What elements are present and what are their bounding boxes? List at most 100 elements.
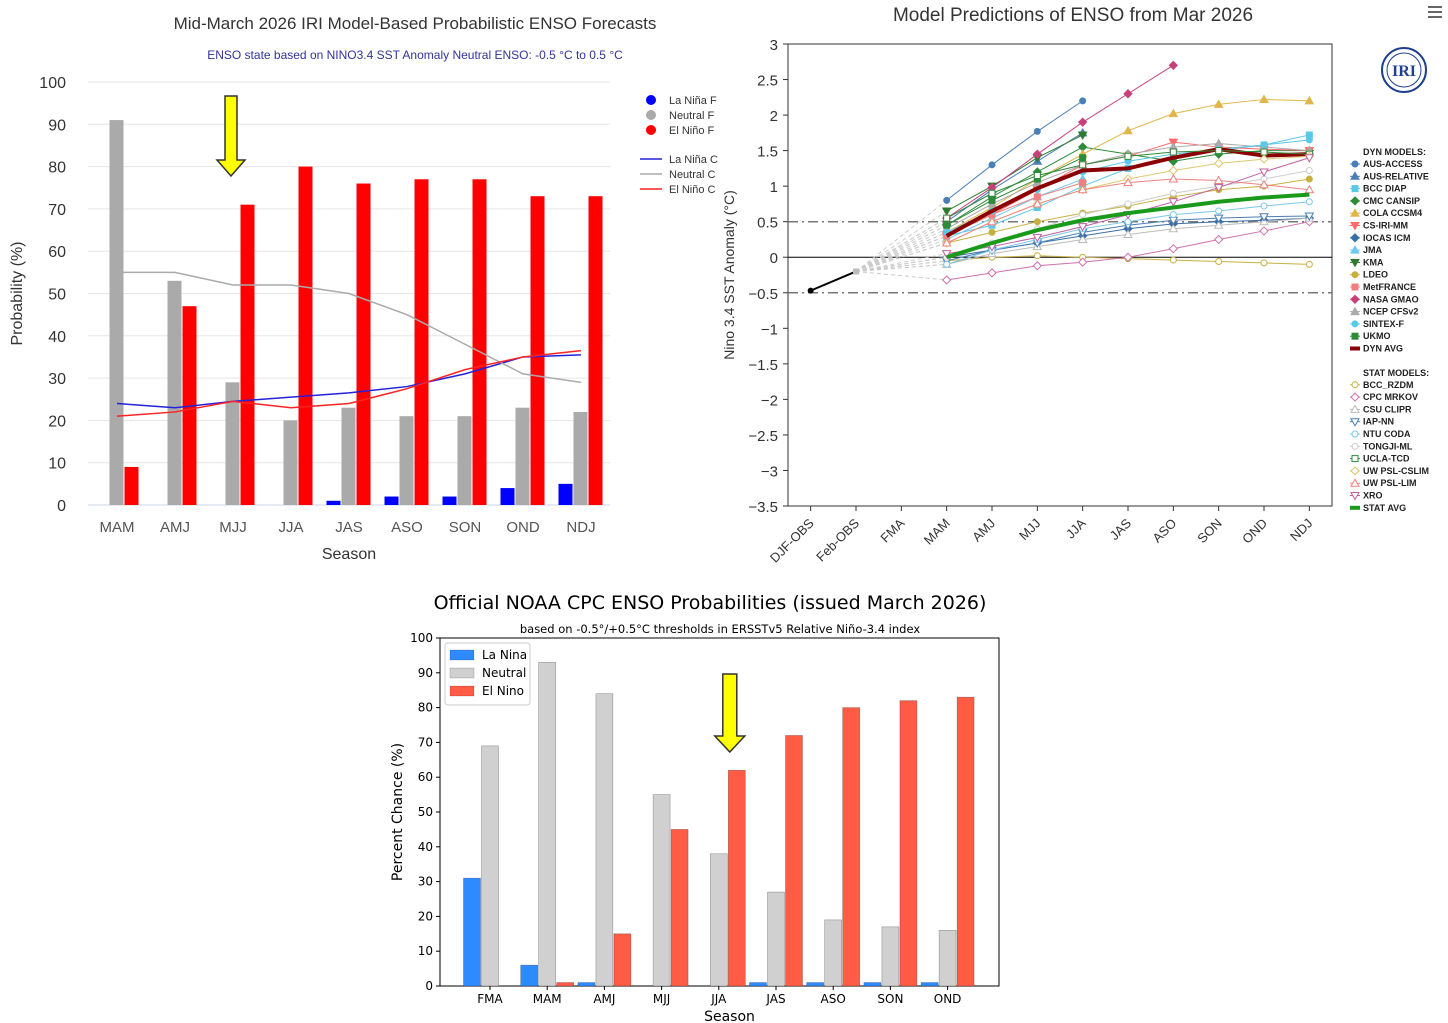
x-tick-label: ASO	[821, 992, 846, 1006]
bar-el-nino	[899, 700, 918, 987]
legend-label: STAT AVG	[1363, 503, 1406, 513]
x-tick-label: Feb-OBS	[813, 515, 862, 564]
series-point	[988, 196, 996, 204]
transition-dashed-line	[855, 263, 947, 272]
y-tick-label: 90	[418, 666, 433, 680]
series-point	[1215, 207, 1223, 215]
x-tick-label: MJJ	[219, 519, 247, 536]
legend-label: CS-IRI-MM	[1363, 221, 1408, 231]
transition-dashed-line	[855, 221, 947, 272]
observed-point	[853, 268, 859, 275]
series-point	[1124, 152, 1132, 160]
observed-line	[810, 270, 857, 292]
y-tick-label: 30	[418, 875, 433, 889]
x-tick-label: AMJ	[160, 519, 190, 536]
series-point	[1213, 220, 1224, 229]
y-tick-label: −1.5	[748, 357, 778, 374]
legend-marker	[1351, 320, 1359, 328]
x-axis-label: Season	[704, 1009, 755, 1023]
x-tick-label: DJF-OBS	[767, 515, 817, 565]
series-point	[1259, 213, 1269, 222]
legend-label: COLA CCSM4	[1363, 208, 1422, 218]
bar-la-nina	[806, 982, 825, 987]
series-point	[943, 260, 951, 268]
series-point	[1259, 154, 1269, 164]
y-tick-label: 0	[770, 250, 778, 267]
bar-la-nina	[749, 982, 767, 987]
cpc-enso-probabilities-chart-svg: Official NOAA CPC ENSO Probabilities (is…	[390, 592, 1000, 1023]
series-point	[1079, 211, 1087, 219]
legend-marker	[1350, 222, 1360, 231]
transition-dashed-line	[855, 199, 947, 272]
bar-neutral-f	[399, 416, 414, 505]
series-ucla-tcd	[943, 147, 1313, 222]
legend-label: JMA	[1363, 245, 1383, 255]
legend-marker	[1351, 381, 1359, 389]
hamburger-menu-icon[interactable]	[1428, 6, 1442, 20]
series-point	[943, 221, 951, 229]
series-point	[1304, 154, 1315, 163]
legend-label: El Nino	[482, 684, 524, 698]
series-point	[1259, 179, 1269, 189]
iri-logo-ring	[1381, 47, 1427, 93]
bar-la-ni-a-f	[442, 496, 457, 505]
series-point	[1305, 260, 1313, 268]
y-tick-label: 20	[48, 413, 66, 430]
legend-marker	[1350, 418, 1360, 427]
legend: La Nina Neutral El Nino	[444, 642, 531, 706]
bar-la-ni-a-f	[326, 500, 341, 505]
x-tick-label: JJA	[278, 519, 303, 536]
series-point	[1213, 99, 1224, 108]
y-tick-label: 70	[48, 202, 66, 219]
transition-dashed-line	[855, 253, 947, 272]
observed-point	[807, 287, 814, 294]
x-tick-label: ASO	[1149, 516, 1179, 546]
y-tick-label: 0.5	[757, 215, 778, 232]
series-point	[1123, 252, 1133, 262]
series-point	[1032, 233, 1043, 243]
legend-marker	[1350, 466, 1360, 476]
y-axis-label: Probability (%)	[9, 241, 26, 345]
series-point	[1077, 117, 1088, 127]
bar-neutral-f	[283, 420, 298, 505]
bar-neutral	[881, 926, 900, 987]
legend-swatch	[449, 649, 475, 661]
x-tick-label: NDJ	[1287, 516, 1315, 544]
legend-label: CPC MRKOV	[1363, 392, 1418, 402]
series-point	[1168, 60, 1179, 71]
series-ukmo	[943, 154, 1087, 229]
series-uw-psl-lim	[941, 174, 1315, 247]
x-tick-label: MAM	[921, 516, 953, 548]
y-tick-label: 3	[770, 37, 778, 54]
x-tick-label: JAS	[335, 519, 363, 536]
series-point	[1168, 108, 1179, 118]
x-tick-label: FMA	[477, 992, 503, 1006]
y-tick-label: 100	[39, 75, 66, 92]
y-tick-label: 90	[48, 117, 66, 134]
legend-label: La Niña F	[669, 95, 717, 107]
y-tick-label: −3	[761, 463, 778, 480]
x-tick-label: MAM	[100, 519, 135, 536]
iri-logo-inner-ring	[1386, 52, 1422, 88]
series-line	[946, 100, 1083, 201]
series-point	[1168, 243, 1179, 254]
y-tick-label: −3.5	[748, 499, 778, 516]
transition-dashed-line	[855, 228, 947, 272]
y-tick-label: 50	[48, 287, 66, 304]
series-point	[1213, 158, 1224, 169]
bar-neutral	[595, 693, 614, 987]
x-tick-label: SON	[1194, 516, 1225, 547]
series-point	[1213, 175, 1224, 184]
transition-dashed-line	[855, 242, 947, 272]
transition-dashed-line	[855, 270, 947, 281]
enso-model-predictions-chart-svg: Model Predictions of ENSO from Mar 2026 3…	[721, 5, 1429, 565]
transition-dashed-line	[855, 224, 947, 272]
legend-label: AUS-RELATIVE	[1363, 171, 1429, 181]
legend-label: El Niño F	[669, 125, 715, 137]
series-point	[1213, 138, 1224, 148]
series-point	[1304, 184, 1315, 194]
y-axis-label: Nino 3.4 SST Anomaly (°C)	[721, 190, 737, 360]
legend-swatch	[449, 685, 475, 697]
bar-la-nina	[520, 964, 538, 987]
series-point	[1079, 154, 1087, 162]
